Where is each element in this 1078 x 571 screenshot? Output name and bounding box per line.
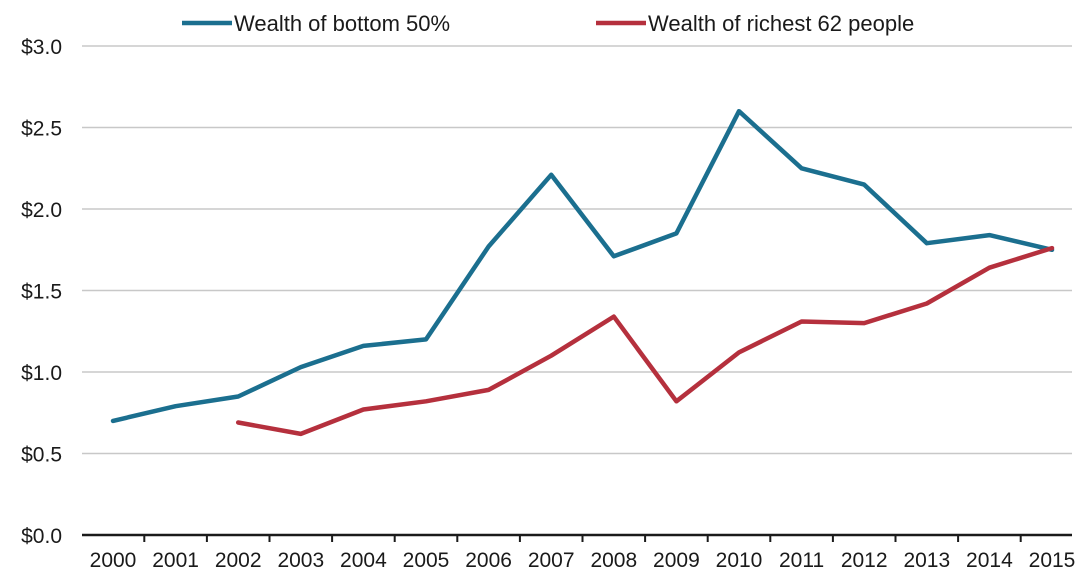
y-tick-label: $2.0 — [21, 199, 62, 222]
y-tick-label: $3.0 — [21, 36, 62, 59]
x-tick-label: 2001 — [152, 549, 199, 571]
series-line-2 — [235, 245, 1055, 437]
x-tick-label: 2009 — [653, 549, 700, 571]
x-tick-label: 2015 — [1029, 549, 1076, 571]
legend: Wealth of bottom 50% Wealth of richest 62… — [182, 11, 914, 36]
x-tick-label: 2013 — [903, 549, 950, 571]
x-tick-label: 2007 — [528, 549, 575, 571]
legend-label-1: Wealth of bottom 50% — [234, 11, 450, 36]
series-line-1 — [110, 108, 1055, 424]
y-tick-label: $1.5 — [21, 281, 62, 304]
x-tick-label: 2008 — [590, 549, 637, 571]
y-tick-label: $1.0 — [21, 362, 62, 385]
x-tick-label: 2010 — [716, 549, 763, 571]
x-tick-label: 2014 — [966, 549, 1013, 571]
y-tick-label: $0.0 — [21, 525, 62, 548]
x-tick-label: 2012 — [841, 549, 888, 571]
legend-label-2: Wealth of richest 62 people — [648, 11, 914, 36]
y-tick-label: $2.5 — [21, 118, 62, 141]
x-tick-label: 2005 — [403, 549, 450, 571]
x-tick-label: 2003 — [277, 549, 324, 571]
x-tick-label: 2006 — [465, 549, 512, 571]
series-lines — [110, 108, 1055, 437]
gridlines — [82, 45, 1072, 455]
x-tick-label: 2011 — [779, 549, 824, 571]
x-tick-label: 2002 — [215, 549, 262, 571]
y-tick-label: $0.5 — [21, 444, 62, 467]
x-tick-label: 2000 — [90, 549, 137, 571]
axes: $0.0 $0.5 $1.0 $1.5 $2.0 $2.5 $3.0 2000 2001 2002… — [21, 36, 1076, 571]
x-tick-label: 2004 — [340, 549, 387, 571]
